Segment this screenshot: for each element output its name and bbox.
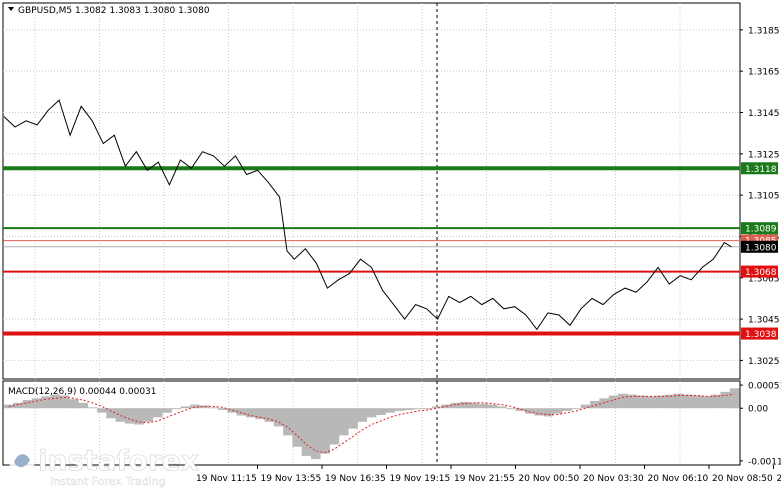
macd-histogram-bar xyxy=(97,408,107,413)
price-tick-label: 1.3145 xyxy=(748,109,780,119)
macd-histogram-bar xyxy=(348,408,358,428)
time-tick-label: 20 Nov 00:50 xyxy=(519,474,580,484)
macd-histogram-bar xyxy=(172,408,182,409)
symbol-label: GBPUSD,M5 1.3082 1.3083 1.3080 1.3080 xyxy=(18,6,210,16)
macd-histogram-bar xyxy=(376,408,386,415)
macd-histogram-bar xyxy=(339,408,349,435)
macd-histogram-bar xyxy=(720,392,730,408)
macd-histogram-bar xyxy=(506,408,516,409)
macd-histogram-bar xyxy=(711,395,721,409)
macd-histogram-bar xyxy=(683,395,693,409)
macd-histogram-bar xyxy=(404,408,414,410)
time-tick-label: 19 Nov 11:15 xyxy=(196,474,257,484)
macd-histogram-bar xyxy=(488,405,498,409)
macd-histogram-bar xyxy=(637,396,647,409)
macd-histogram-bar xyxy=(572,408,582,409)
macd-tick-label: -0.00116 xyxy=(748,457,781,467)
price-tick-label: 1.3045 xyxy=(748,316,780,326)
macd-histogram-bar xyxy=(479,404,489,409)
level-label: 1.3068 xyxy=(745,268,777,278)
macd-histogram-bar xyxy=(553,408,563,413)
macd-histogram-bar xyxy=(144,408,154,422)
price-tick-label: 1.3125 xyxy=(748,150,780,160)
time-tick-label: 19 Nov 13:55 xyxy=(261,474,322,484)
macd-histogram-bar xyxy=(237,408,247,415)
macd-histogram-bar xyxy=(153,408,163,417)
macd-histogram-bar xyxy=(283,408,293,435)
macd-histogram-bar xyxy=(655,396,665,409)
time-tick-label: 20 Nov 03:30 xyxy=(583,474,644,484)
watermark-tagline: Instant Forex Trading xyxy=(50,475,166,488)
macd-histogram-bar xyxy=(69,399,79,408)
time-tick-label: 20 Nov 08:50 xyxy=(712,474,773,484)
macd-histogram-bar xyxy=(78,403,88,408)
macd-histogram-bar xyxy=(609,396,619,409)
macd-histogram-bar xyxy=(125,408,135,423)
macd-histogram-bar xyxy=(330,408,340,444)
macd-histogram-bar xyxy=(386,408,396,413)
macd-histogram-bar xyxy=(432,406,442,408)
macd-histogram-bar xyxy=(311,408,321,459)
macd-histogram-bar xyxy=(23,400,33,408)
macd-histogram-bar xyxy=(246,408,256,417)
macd-histogram-bar xyxy=(292,408,302,447)
main-panel-frame xyxy=(3,3,740,379)
macd-histogram-bar xyxy=(497,406,507,408)
time-tick-label: 19 Nov 19:15 xyxy=(390,474,451,484)
macd-histogram-bar xyxy=(162,408,172,413)
macd-histogram-bar xyxy=(534,408,544,415)
macd-histogram-bar xyxy=(320,408,330,453)
macd-histogram-bar xyxy=(190,405,200,409)
macd-histogram-bar xyxy=(358,408,368,422)
macd-histogram-bar xyxy=(544,408,554,416)
macd-histogram-bar xyxy=(413,408,423,409)
macd-histogram-bar xyxy=(116,408,126,422)
macd-histogram-bar xyxy=(618,394,628,409)
macd-histogram-bar xyxy=(460,402,470,408)
macd-histogram-bar xyxy=(451,403,461,408)
macd-histogram-bar xyxy=(367,408,377,417)
macd-label: MACD(12,26,9) 0.00044 0.00031 xyxy=(8,387,157,397)
macd-histogram-bar xyxy=(395,408,405,411)
price-tick-label: 1.3025 xyxy=(748,357,780,367)
time-tick-label: 19 Nov 16:35 xyxy=(325,474,386,484)
level-label: 1.3038 xyxy=(745,330,777,340)
price-tick-label: 1.3165 xyxy=(748,68,780,78)
level-label: 1.3118 xyxy=(745,165,777,175)
time-tick-label: 20 Nov 06:10 xyxy=(648,474,709,484)
macd-histogram-bar xyxy=(730,388,740,408)
macd-histogram-bar xyxy=(702,396,712,408)
macd-histogram-bar xyxy=(181,406,191,408)
macd-histogram-bar xyxy=(469,403,479,408)
macd-histogram-bar xyxy=(88,407,98,408)
macd-histogram-bar xyxy=(693,396,703,409)
macd-histogram-bar xyxy=(302,408,312,456)
macd-tick-label: 0.00 xyxy=(748,405,768,415)
macd-histogram-bar xyxy=(209,407,219,408)
macd-histogram-bar xyxy=(562,408,572,411)
level-label: 1.3089 xyxy=(745,225,777,235)
macd-histogram-bar xyxy=(134,408,144,424)
time-tick-label: 19 Nov 21:55 xyxy=(454,474,515,484)
macd-histogram-bar xyxy=(274,408,284,426)
current-price-label: 1.3080 xyxy=(745,243,777,253)
macd-histogram-bar xyxy=(41,396,51,408)
macd-histogram-bar xyxy=(599,398,609,408)
macd-histogram-bar xyxy=(590,401,600,408)
macd-histogram-bar xyxy=(32,398,42,408)
macd-tick-label: 0.00051 xyxy=(748,382,781,392)
time-tick-label: 20 Nov 11:30 xyxy=(777,474,781,484)
price-tick-label: 1.3105 xyxy=(748,192,780,202)
price-tick-label: 1.3185 xyxy=(748,26,780,36)
macd-histogram-bar xyxy=(646,396,656,408)
watermark-brand: instaforex xyxy=(38,444,199,477)
